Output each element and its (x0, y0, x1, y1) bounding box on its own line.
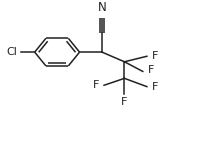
Text: Cl: Cl (7, 47, 17, 57)
Text: N: N (98, 1, 106, 14)
Text: F: F (121, 97, 128, 107)
Text: F: F (152, 51, 158, 61)
Text: F: F (152, 82, 158, 92)
Text: F: F (148, 65, 154, 75)
Text: F: F (93, 80, 99, 90)
